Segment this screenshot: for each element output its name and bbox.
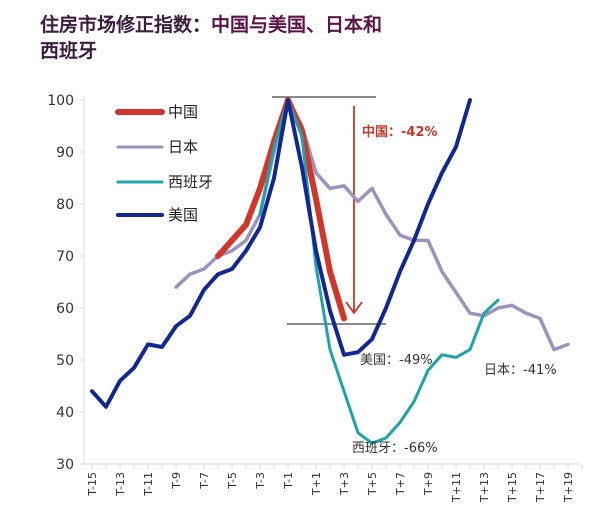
legend-label-china: 中国 xyxy=(168,103,198,121)
y-tick-label: 70 xyxy=(56,249,74,265)
y-tick-label: 100 xyxy=(47,93,74,109)
x-tick-label: T-3 xyxy=(254,472,267,490)
x-tick-label: T-11 xyxy=(142,472,155,497)
x-tick-label: T-9 xyxy=(170,472,183,490)
y-tick-label: 80 xyxy=(56,197,74,213)
annotation-spain: 西班牙：-66% xyxy=(352,441,438,456)
annotation-japan: 日本：-41% xyxy=(484,363,557,378)
x-tick-label: T+7 xyxy=(394,472,407,496)
x-tick-label: T-13 xyxy=(114,472,127,497)
x-tick-label: T+5 xyxy=(366,472,379,496)
y-tick-label: 90 xyxy=(56,145,74,161)
x-tick-label: T+19 xyxy=(562,472,575,503)
legend-item-spain: 西班牙 xyxy=(116,173,213,191)
legend-item-china: 中国 xyxy=(115,103,198,121)
x-tick-label: T-1 xyxy=(282,472,295,490)
legend-label-usa: 美国 xyxy=(168,206,198,224)
x-tick-label: T+17 xyxy=(534,472,547,503)
x-tick-label: T+13 xyxy=(478,472,491,503)
legend: 中国 日本 西班牙 美国 xyxy=(115,103,213,224)
legend-label-japan: 日本 xyxy=(168,138,198,156)
series-lines xyxy=(90,97,570,445)
y-tick-label: 40 xyxy=(56,405,74,421)
x-axis-ticks: T-15 T-13 T-11 T-9 T-7 T-5 T-3 T-1 T+1 T+3 T+5 T+7 T… xyxy=(86,464,583,503)
x-tick-label: T+15 xyxy=(506,472,519,503)
legend-item-japan: 日本 xyxy=(116,138,198,156)
legend-label-spain: 西班牙 xyxy=(168,173,213,191)
x-tick-label: T+3 xyxy=(338,472,351,496)
y-axis-ticks: 30 40 50 60 70 80 90 100 xyxy=(47,93,84,473)
chart-title: 住房市场修正指数：中国与美国、日本和 西班牙 xyxy=(40,12,560,64)
y-tick-label: 50 xyxy=(56,353,74,369)
x-tick-label: T+1 xyxy=(310,472,323,496)
series-line-spain xyxy=(258,98,500,445)
x-tick-label: T-15 xyxy=(86,472,99,497)
legend-item-usa: 美国 xyxy=(116,206,198,224)
title-part1: 住房市场修正指数： xyxy=(40,14,212,36)
y-tick-label: 60 xyxy=(56,301,74,317)
x-tick-label: T-7 xyxy=(198,472,211,490)
title-line2: 西班牙 xyxy=(40,40,98,62)
series-line-japan xyxy=(174,98,570,352)
annotation-china: 中国：-42% xyxy=(362,124,438,140)
x-tick-label: T+11 xyxy=(450,472,463,503)
x-tick-label: T+9 xyxy=(422,472,435,496)
x-tick-label: T-5 xyxy=(226,472,239,490)
china-decline-arrow xyxy=(345,106,363,315)
series-line-usa xyxy=(90,98,472,409)
annotation-usa: 美国：-49% xyxy=(360,353,433,368)
title-part2: 中国与美国、日本和 xyxy=(211,14,383,36)
y-tick-label: 30 xyxy=(56,457,74,473)
